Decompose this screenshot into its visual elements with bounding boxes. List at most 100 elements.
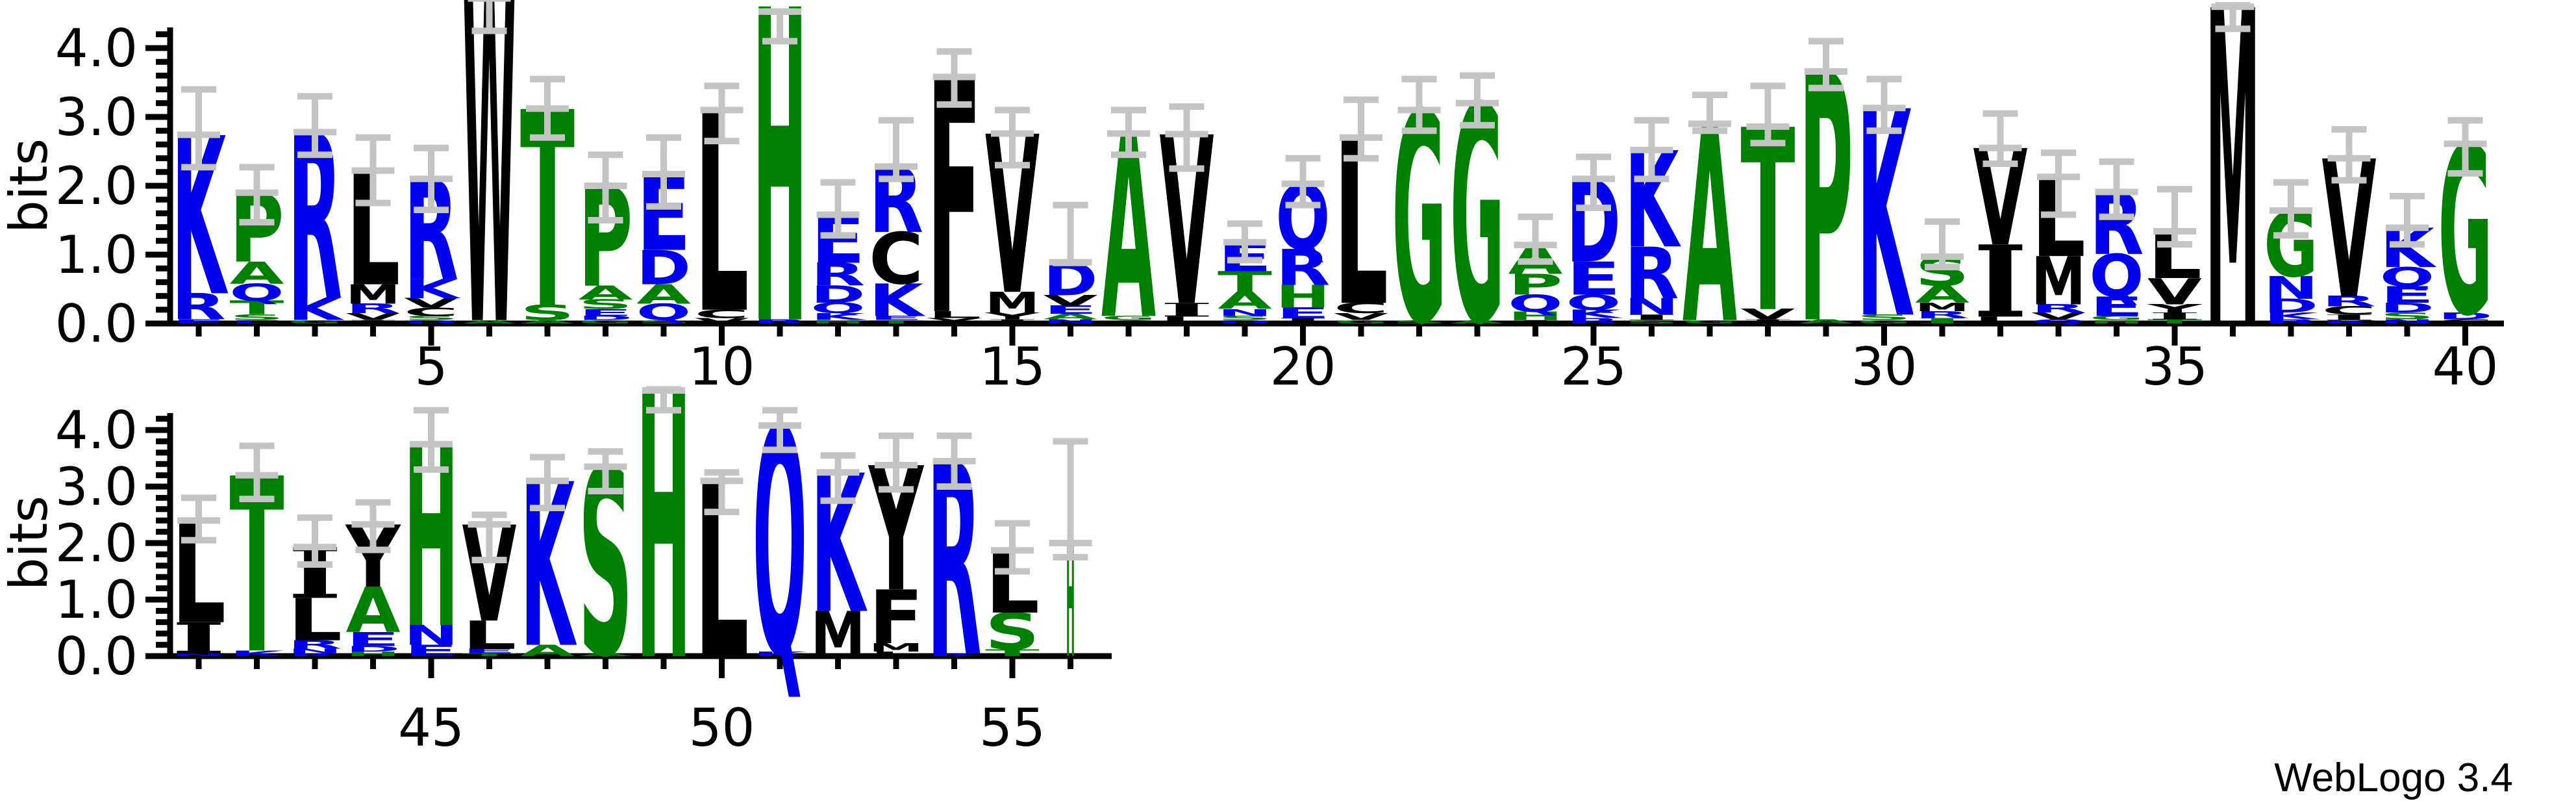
y-tick-label: 4.0: [55, 400, 138, 461]
error-bar-pos-35: [2153, 186, 2196, 248]
error-bar-pos-3: [294, 93, 336, 159]
error-bar-pos-17: [1107, 107, 1150, 159]
error-bar-pos-4: [351, 134, 395, 207]
logo-letter-46-E: E: [462, 648, 517, 655]
stack-pos-49: H: [636, 319, 691, 742]
error-bar-pos-11: [758, 8, 801, 45]
logo-letter-20-E: E: [1276, 305, 1331, 322]
logo-letter-21-G: G: [1334, 319, 1388, 324]
y-tick-label: 0.0: [55, 626, 138, 687]
logo-letter-25-Q: Q: [1566, 290, 1621, 314]
error-bar-pos-44: [351, 499, 395, 553]
logo-letter-32-L: L: [1973, 315, 2028, 326]
logo-letter-21-C: C: [1334, 300, 1388, 316]
x-tick-label: 45: [398, 698, 464, 758]
logo-letter-12-Q: Q: [811, 300, 866, 316]
logo-letter-24-Q: Q: [1508, 290, 1563, 318]
x-tick-label: 10: [689, 336, 755, 397]
error-bar-pos-48: [584, 448, 627, 494]
logo-letter-37-K: K: [2264, 311, 2321, 322]
logo-letter-9-D: D: [636, 240, 691, 296]
y-tick-label: 2.0: [55, 156, 138, 216]
logo-letter-13-T: T: [869, 319, 924, 324]
logo-letter-13-E: E: [869, 315, 923, 322]
y-tick-label: 3.0: [55, 87, 138, 147]
logo-letter-31-R: R: [1915, 309, 1970, 320]
logo-letter-18-L: L: [1160, 315, 1214, 326]
error-bar-pos-33: [2037, 149, 2080, 218]
logo-letter-2-Q: Q: [230, 279, 284, 307]
logo-letter-28-I: I: [1741, 318, 1795, 325]
error-bar-pos-42: [235, 442, 279, 503]
logo-letter-32-I: I: [1973, 224, 2028, 341]
error-bar-pos-6: [468, 0, 511, 34]
logo-letter-20-R: R: [1276, 240, 1331, 297]
logo-letter-46-L: L: [462, 613, 517, 659]
logo-letter-45-E: E: [404, 642, 458, 660]
error-bar-pos-45: [410, 407, 453, 473]
logo-letter-13-K: K: [869, 275, 926, 327]
x-tick-label: 50: [689, 698, 755, 758]
error-bar-pos-39: [2386, 192, 2429, 248]
logo-letter-8-E: E: [579, 307, 633, 318]
logo-letter-14-L: L: [927, 309, 982, 320]
logo-letter-10-V: V: [695, 316, 750, 325]
logo-letter-39-Q: Q: [2380, 262, 2434, 292]
y-tick-label: 1.0: [55, 225, 138, 285]
logo-letter-5-S: S: [404, 315, 458, 322]
weblogo-credit: WebLogo 3.4: [2274, 755, 2513, 800]
x-tick-label: 40: [2432, 336, 2499, 397]
logo-letter-24-P: P: [1508, 268, 1563, 301]
error-bar-pos-23: [1456, 72, 1499, 129]
error-bar-pos-7: [526, 75, 569, 141]
logo-letter-49-H: H: [636, 319, 691, 742]
logo-letter-12-R: R: [811, 257, 866, 293]
logo-letter-25-R: R: [1566, 316, 1621, 325]
logo-letter-11-R: R: [753, 318, 807, 325]
logo-letter-16-N: N: [1044, 318, 1098, 325]
logo-letter-7-A: A: [520, 319, 575, 324]
logo-letter-33-V: V: [2031, 311, 2086, 322]
x-tick-label: 25: [1560, 336, 1627, 397]
logo-letter-53-M: M: [869, 641, 923, 655]
logo-letter-44-E: E: [346, 628, 401, 651]
logo-letter-40-C: C: [2438, 318, 2493, 325]
logo-letter-8-G: G: [579, 319, 633, 324]
logo-letter-47-A: A: [520, 642, 575, 660]
logo-letter-34-Q: Q: [2090, 242, 2144, 311]
error-bar-pos-51: [758, 407, 801, 453]
x-tick-label: 35: [2142, 336, 2208, 397]
logo-letter-52-M: M: [811, 600, 866, 671]
logo-letter-4-I: I: [346, 319, 401, 325]
logo-letter-26-I: I: [1625, 313, 1679, 322]
logo-letter-12-H: H: [811, 319, 866, 324]
logo-letter-31-A: A: [1915, 281, 1970, 309]
logo-letter-23-A: A: [1450, 319, 1505, 324]
error-bar-pos-22: [1397, 75, 1441, 134]
logo-letter-37-D: D: [2264, 295, 2318, 317]
error-bar-pos-27: [1688, 92, 1731, 134]
logo-letter-9-Q: Q: [636, 299, 691, 326]
logo-letter-8-S: S: [579, 297, 633, 312]
logo-letter-33-R: R: [2031, 302, 2086, 315]
error-bar-pos-52: [816, 452, 860, 504]
logo-letter-13-C: C: [869, 218, 923, 301]
logo-letter-43-N: N: [288, 648, 342, 655]
logo-letter-1-R: R: [171, 286, 226, 327]
logo-letter-46-T: T: [462, 653, 518, 657]
logo-letter-5-C: C: [404, 306, 458, 319]
stack-pos-19: DSNATE: [1218, 235, 1273, 325]
error-bar-pos-9: [642, 134, 685, 210]
logo-letter-31-M: M: [1915, 301, 1970, 314]
logo-letter-16-A: A: [1044, 312, 1099, 322]
logo-letter-34-E: E: [2090, 292, 2144, 322]
logo-letter-12-D: D: [811, 281, 866, 309]
logo-letter-33-Q: Q: [2031, 318, 2086, 325]
logo-letter-38-R: R: [2322, 294, 2377, 310]
logo-letter-34-G: G: [2090, 315, 2144, 322]
error-bar-pos-41: [177, 494, 220, 544]
